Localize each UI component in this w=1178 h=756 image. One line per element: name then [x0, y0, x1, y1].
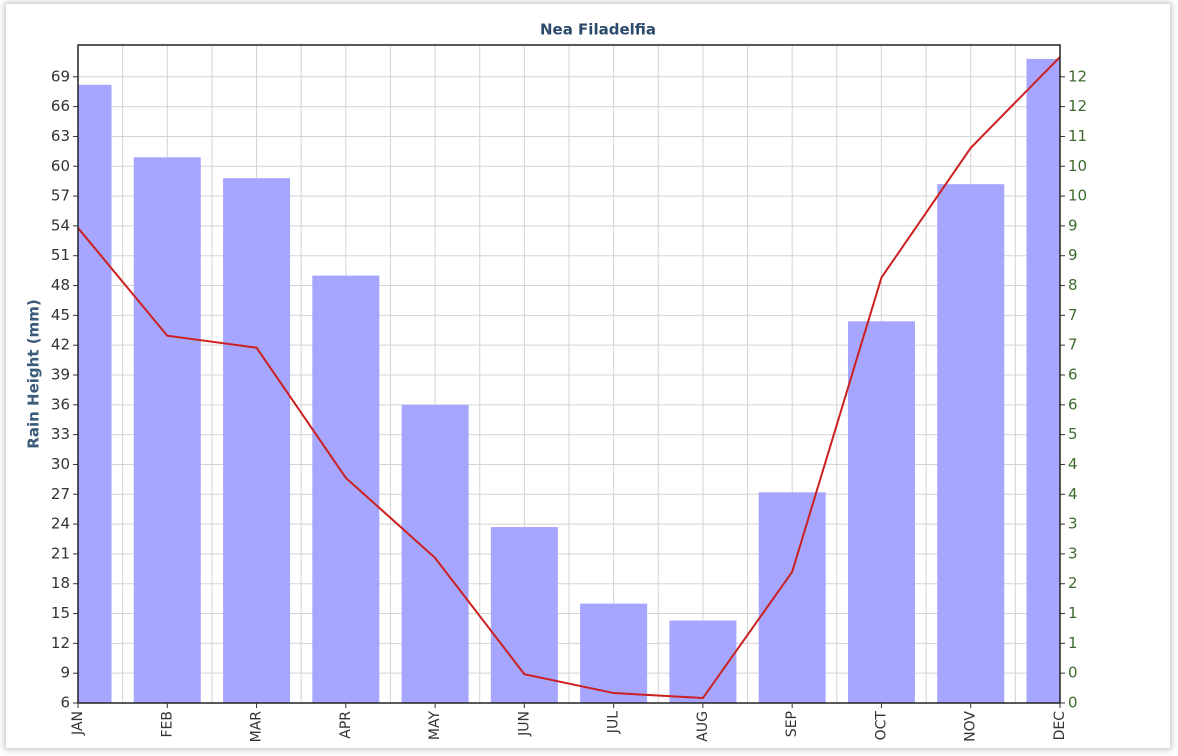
- x-tick-label: MAR: [249, 711, 265, 743]
- y2-tick-label: 10: [1068, 157, 1087, 175]
- bar: [580, 603, 648, 703]
- y2-tick-label: 5: [1068, 425, 1078, 443]
- bar: [490, 527, 558, 703]
- y2-tick-label: 7: [1068, 306, 1078, 324]
- x-tick-label: FEB: [159, 711, 175, 738]
- y-tick-label: 57: [51, 187, 70, 205]
- x-tick-label: JAN: [70, 711, 86, 736]
- y-tick-label: 42: [51, 336, 70, 354]
- y-tick-label: 36: [51, 395, 70, 413]
- y2-tick-label: 11: [1068, 127, 1087, 145]
- y2-tick-label: 8: [1068, 276, 1078, 294]
- x-tick-label: NOV: [963, 711, 979, 742]
- bar: [133, 157, 201, 703]
- y2-tick-label: 6: [1068, 365, 1078, 383]
- y-tick-label: 45: [51, 306, 70, 324]
- y-tick-label: 66: [51, 97, 70, 115]
- bar: [78, 84, 112, 703]
- y-tick-label: 63: [51, 127, 70, 145]
- y-tick-label: 60: [51, 157, 70, 175]
- plot-clip: [78, 56, 1060, 703]
- y-tick-label: 30: [51, 455, 70, 473]
- y-axis-label: Rain Height (mm): [25, 299, 43, 448]
- y-tick-label: 33: [51, 425, 70, 443]
- y-tick-label: 51: [51, 246, 70, 264]
- y-tick-label: 18: [51, 574, 70, 592]
- y2-tick-label: 1: [1068, 604, 1078, 622]
- x-tick-label: SEP: [784, 711, 800, 737]
- y2-tick-label: 7: [1068, 336, 1078, 354]
- y2-tick-label: 9: [1068, 246, 1078, 264]
- y-tick-label: 15: [51, 604, 70, 622]
- plot-border: [77, 44, 1061, 704]
- bar: [223, 178, 291, 703]
- x-tick-label: JUN: [516, 711, 532, 737]
- y2-tick-label: 12: [1068, 67, 1087, 85]
- y2-tick-label: 2: [1068, 574, 1078, 592]
- x-tick-label: DEC: [1052, 711, 1068, 741]
- bar: [1026, 58, 1060, 703]
- y-tick-label: 48: [51, 276, 70, 294]
- y2-tick-label: 6: [1068, 395, 1078, 413]
- y2-tick-label: 3: [1068, 544, 1078, 562]
- x-tick-label: OCT: [873, 711, 889, 741]
- bar: [937, 184, 1005, 703]
- y-tick-label: 54: [51, 216, 70, 234]
- y2-tick-label: 1: [1068, 634, 1078, 652]
- bar: [669, 620, 737, 703]
- y-tick-label: 6: [60, 694, 70, 712]
- y2-tick-label: 12: [1068, 97, 1087, 115]
- bar: [401, 404, 469, 703]
- y2-tick-label: 4: [1068, 455, 1078, 473]
- y-tick-label: 39: [51, 365, 70, 383]
- bar: [312, 275, 380, 703]
- bar: [758, 492, 826, 703]
- y2-tick-label: 9: [1068, 216, 1078, 234]
- x-tick-label: JUL: [606, 711, 622, 734]
- y2-tick-label: 10: [1068, 187, 1087, 205]
- x-tick-label: APR: [338, 711, 354, 739]
- x-tick-label: MAY: [427, 711, 443, 741]
- y-tick-label: 21: [51, 544, 70, 562]
- y-tick-label: 9: [60, 664, 70, 682]
- y-tick-label: 24: [51, 515, 70, 533]
- y-tick-label: 12: [51, 634, 70, 652]
- y-tick-label: 69: [51, 67, 70, 85]
- y2-tick-label: 0: [1068, 694, 1078, 712]
- y2-tick-label: 3: [1068, 515, 1078, 533]
- y2-tick-label: 0: [1068, 664, 1078, 682]
- chart-title: Nea Filadelfia: [540, 21, 656, 39]
- line: [78, 56, 1060, 700]
- y-tick-label: 27: [51, 485, 70, 503]
- bar: [847, 321, 915, 703]
- x-tick-label: AUG: [695, 711, 711, 742]
- y2-tick-label: 4: [1068, 485, 1078, 503]
